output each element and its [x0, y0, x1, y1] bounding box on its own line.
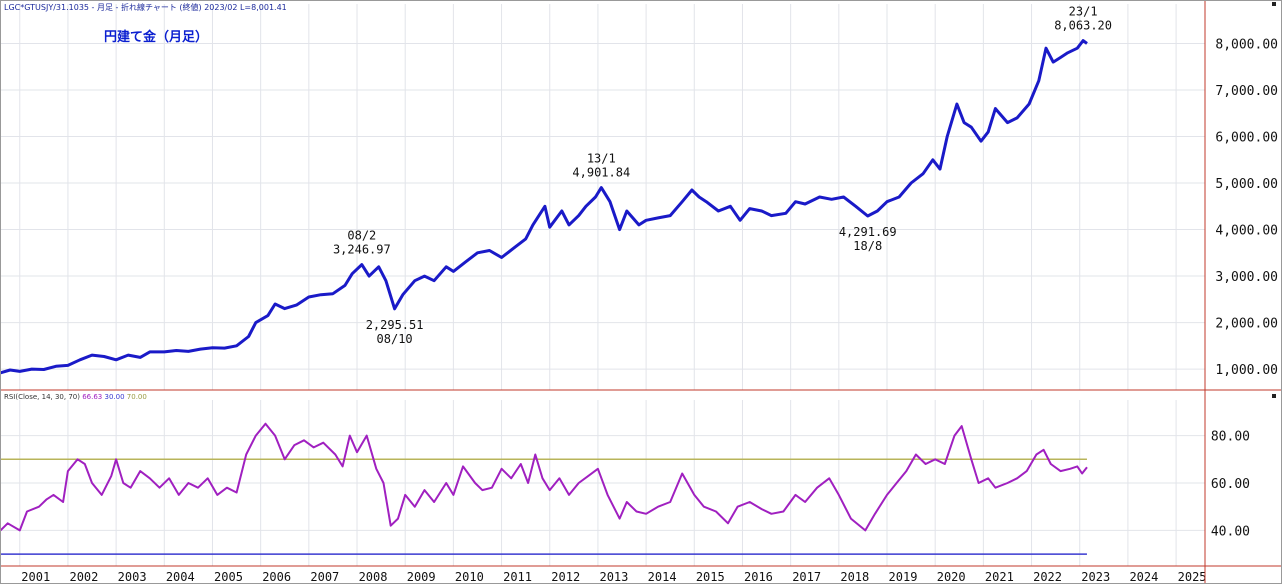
x-tick-label-2023: 2023 — [1081, 570, 1110, 584]
rsi-label-low: 30.00 — [104, 393, 125, 401]
x-tick-label-2025: 2025 — [1178, 570, 1207, 584]
x-tick-label-2019: 2019 — [889, 570, 918, 584]
x-tick-label-2001: 2001 — [21, 570, 50, 584]
rsi-label-prefix: RSI(Close, 14, 30, 70) — [4, 393, 80, 401]
x-tick-label-2002: 2002 — [69, 570, 98, 584]
x-tick-label-2016: 2016 — [744, 570, 773, 584]
x-tick-label-2015: 2015 — [696, 570, 725, 584]
annotation-1-line2: 08/10 — [377, 332, 413, 346]
annotation-4-line1: 23/1 — [1069, 5, 1098, 19]
x-tick-label-2020: 2020 — [937, 570, 966, 584]
x-tick-label-2012: 2012 — [551, 570, 580, 584]
x-tick-label-2004: 2004 — [166, 570, 195, 584]
rsi-y-tick-label-40: 40.00 — [1211, 524, 1250, 539]
price-y-tick-label-3000: 3,000.00 — [1215, 270, 1278, 285]
price-y-tick-label-8000: 8,000.00 — [1215, 38, 1278, 53]
rsi-y-tick-label-80: 80.00 — [1211, 430, 1250, 445]
chart-header-text: LGC*GTUSJY/31.1035 - 月足 - 折れ線チャート (終値) 2… — [4, 3, 287, 12]
x-tick-label-2021: 2021 — [985, 570, 1014, 584]
price-y-tick-label-7000: 7,000.00 — [1215, 84, 1278, 99]
x-tick-label-2005: 2005 — [214, 570, 243, 584]
x-tick-label-2022: 2022 — [1033, 570, 1062, 584]
annotation-0-line2: 3,246.97 — [333, 243, 391, 257]
panel-marker-top — [1272, 2, 1276, 6]
rsi-indicator-label: RSI(Close, 14, 30, 70) 66.63 30.00 70.00 — [4, 393, 147, 401]
rsi-series-line — [0, 422, 1088, 532]
x-tick-label-2011: 2011 — [503, 570, 532, 584]
annotation-2-line1: 13/1 — [587, 152, 616, 166]
x-tick-label-2008: 2008 — [359, 570, 388, 584]
series-lines — [0, 39, 1088, 532]
x-tick-label-2018: 2018 — [840, 570, 869, 584]
x-tick-label-2009: 2009 — [407, 570, 436, 584]
axis-ticks: 2001 2002 2003 2004 2005 2006 2007 2008 2009 2010… — [21, 38, 1278, 584]
rsi-label-value: 66.63 — [82, 393, 103, 401]
chart-title: 円建て金（月足） — [104, 30, 209, 45]
price-series-line — [0, 39, 1088, 375]
rsi-bands — [0, 458, 1087, 555]
x-tick-label-2014: 2014 — [648, 570, 677, 584]
price-y-tick-label-1000: 1,000.00 — [1215, 363, 1278, 378]
annotation-4-line2: 8,063.20 — [1054, 19, 1112, 33]
rsi-y-tick-label-60: 60.00 — [1211, 477, 1250, 492]
rsi-label-high: 70.00 — [126, 393, 147, 401]
annotation-0-line1: 08/2 — [347, 229, 376, 243]
annotation-3-line2: 18/8 — [853, 239, 882, 253]
x-tick-label-2017: 2017 — [792, 570, 821, 584]
annotation-1-line1: 2,295.51 — [366, 318, 424, 332]
annotation-2-line2: 4,901.84 — [572, 166, 630, 180]
price-y-tick-label-2000: 2,000.00 — [1215, 317, 1278, 332]
panel-marker-rsi — [1272, 394, 1276, 398]
x-tick-label-2006: 2006 — [262, 570, 291, 584]
grid — [0, 4, 1205, 566]
x-tick-label-2010: 2010 — [455, 570, 484, 584]
price-y-tick-label-6000: 6,000.00 — [1215, 131, 1278, 146]
x-tick-label-2024: 2024 — [1129, 570, 1158, 584]
annotation-3-line1: 4,291.69 — [839, 225, 897, 239]
x-tick-label-2013: 2013 — [599, 570, 628, 584]
x-tick-label-2003: 2003 — [118, 570, 147, 584]
price-y-tick-label-5000: 5,000.00 — [1215, 177, 1278, 192]
x-tick-label-2007: 2007 — [310, 570, 339, 584]
price-y-tick-label-4000: 4,000.00 — [1215, 224, 1278, 239]
